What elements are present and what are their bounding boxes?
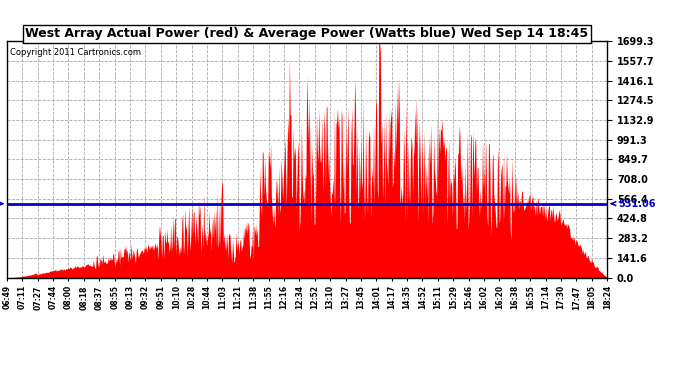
Text: Copyright 2011 Cartronics.com: Copyright 2011 Cartronics.com (10, 48, 141, 57)
Text: 531.06: 531.06 (0, 199, 2, 208)
Title: West Array Actual Power (red) & Average Power (Watts blue) Wed Sep 14 18:45: West Array Actual Power (red) & Average … (26, 27, 589, 40)
Text: 531.06: 531.06 (612, 199, 655, 208)
